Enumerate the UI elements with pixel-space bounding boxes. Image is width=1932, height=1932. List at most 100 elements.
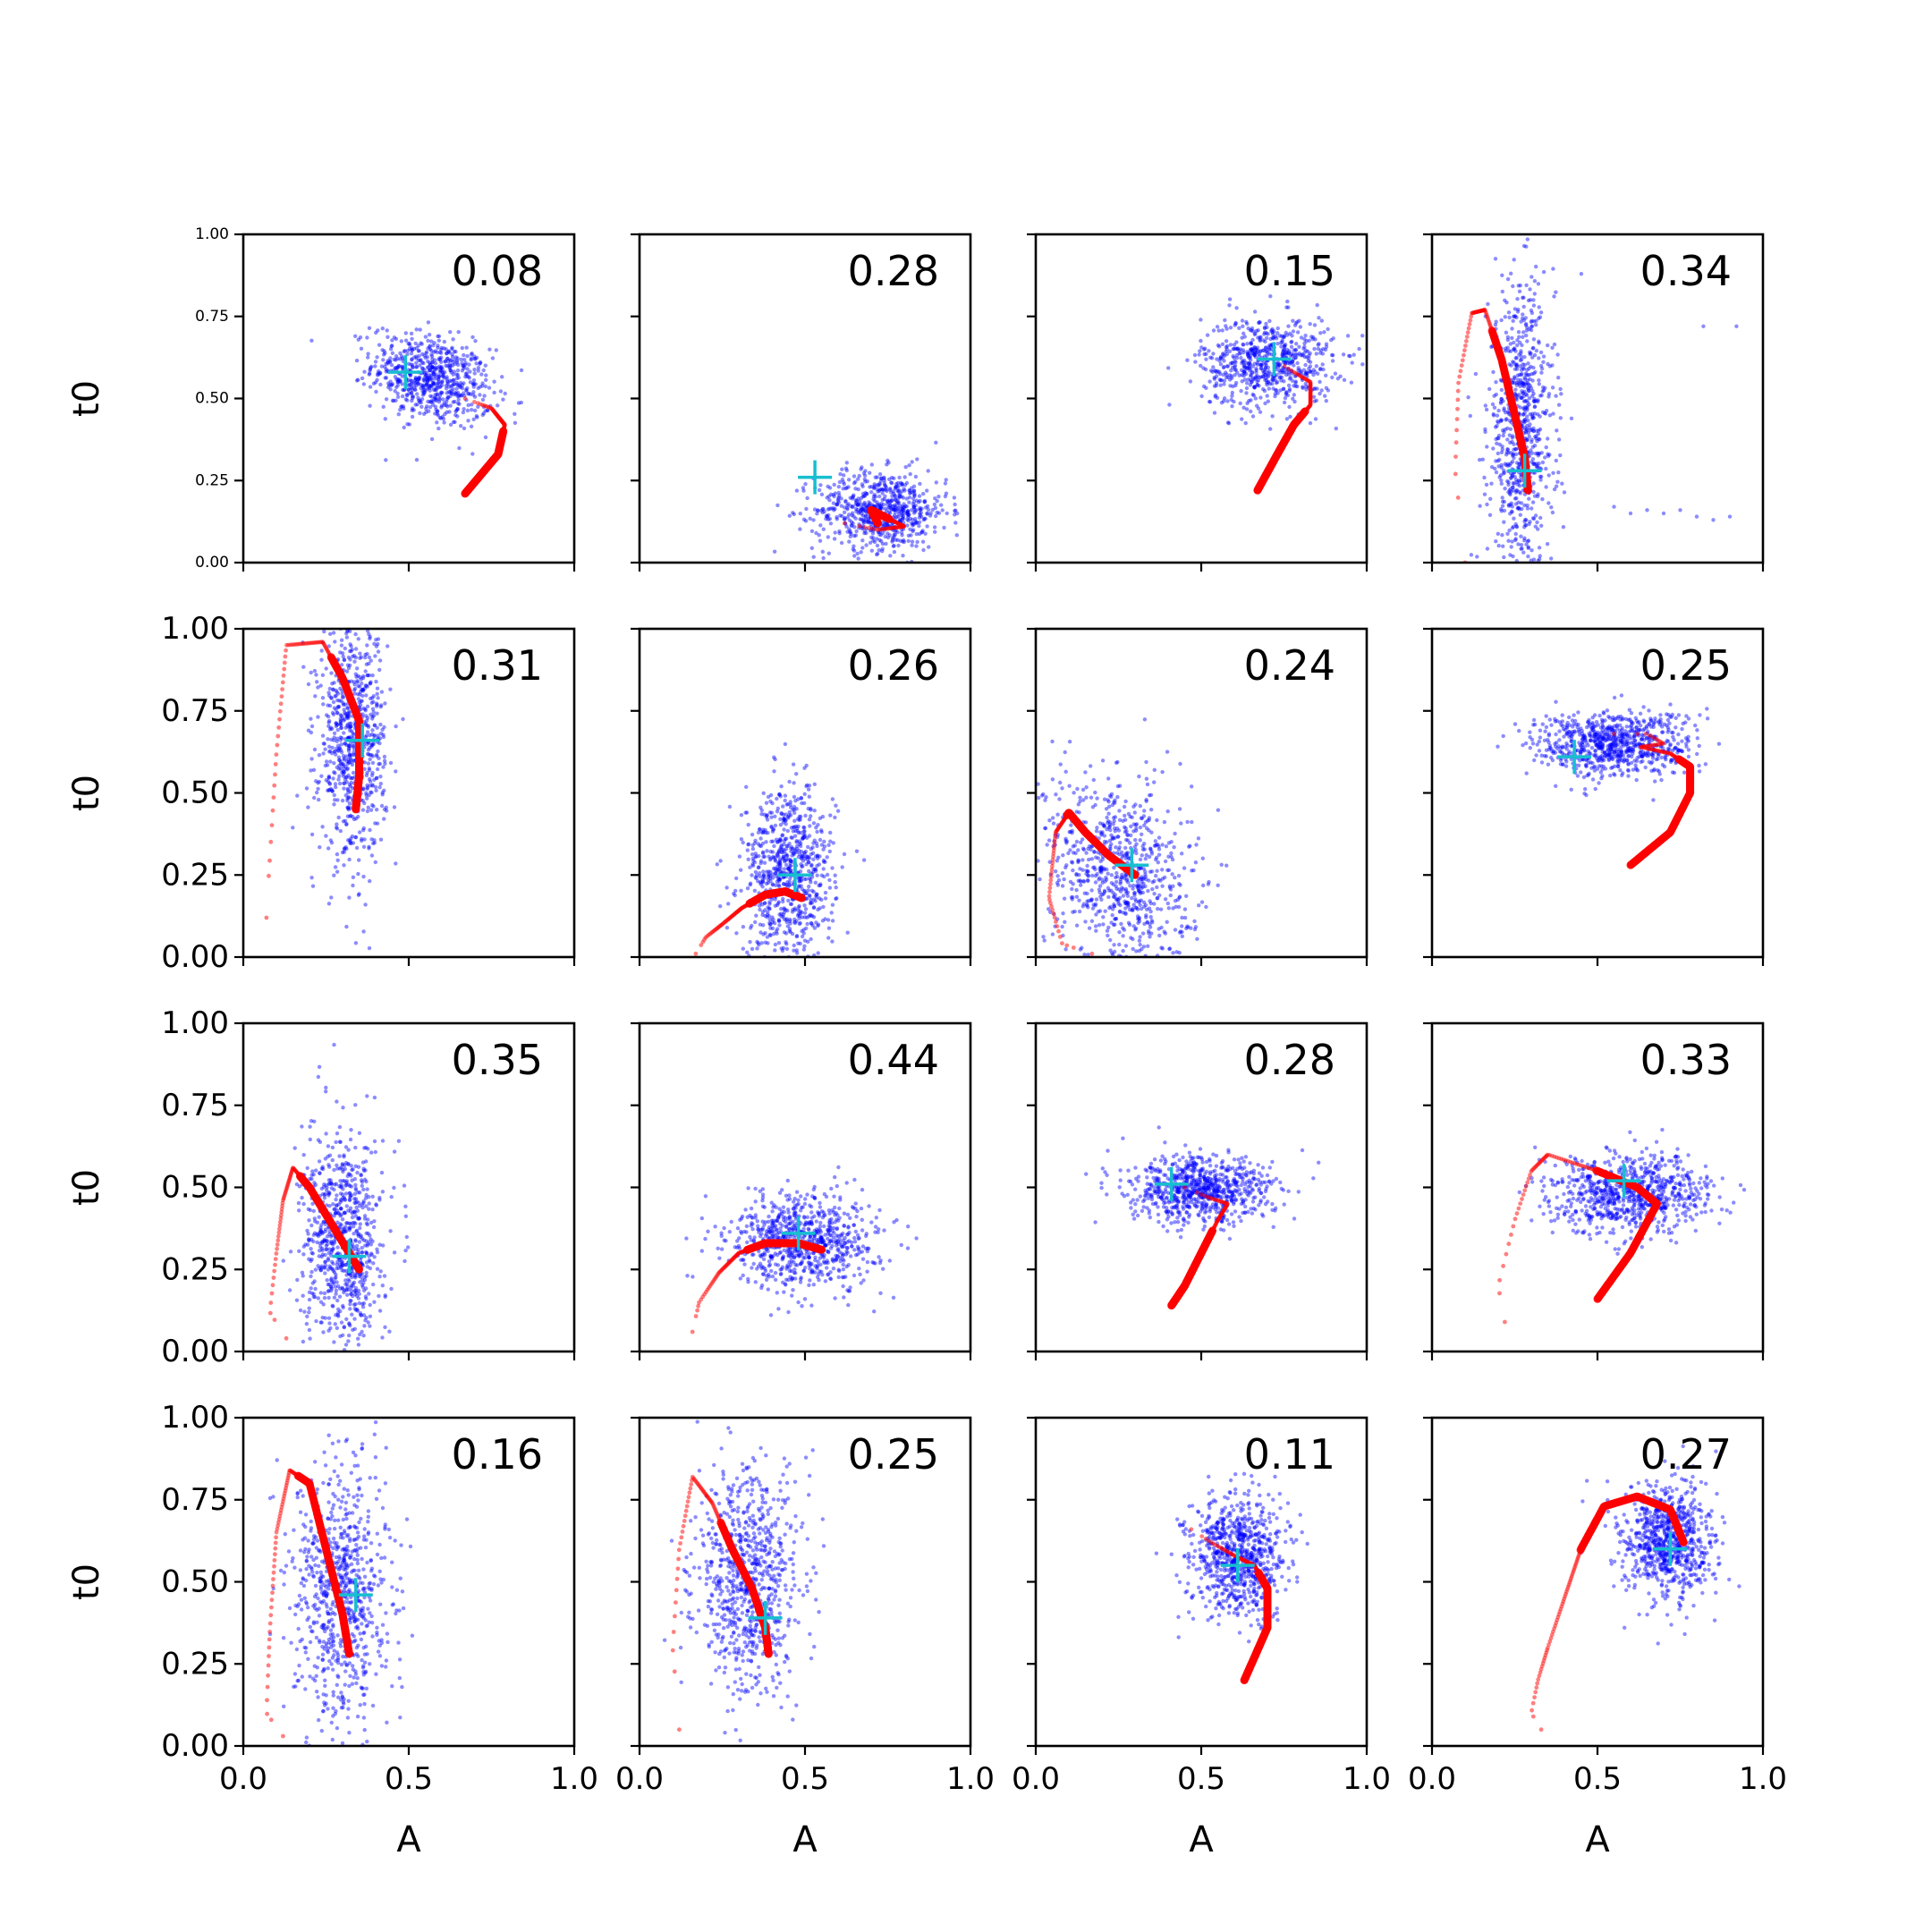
sample-point xyxy=(1488,496,1493,501)
sample-point xyxy=(365,785,369,790)
sample-point xyxy=(1524,333,1529,338)
sample-point xyxy=(1525,377,1530,383)
sample-point xyxy=(422,368,427,372)
sample-point xyxy=(1538,437,1542,442)
sample-point xyxy=(380,791,385,795)
sample-point xyxy=(1502,406,1506,411)
sample-point xyxy=(879,504,884,508)
sample-point xyxy=(366,355,370,360)
sample-point xyxy=(1261,386,1266,392)
sample-point xyxy=(911,528,916,532)
sample-point xyxy=(889,490,894,495)
sample-point xyxy=(334,721,338,725)
sample-point xyxy=(1482,475,1487,480)
sample-point xyxy=(339,638,344,642)
sample-point xyxy=(1274,388,1279,393)
sample-point xyxy=(1218,356,1223,360)
sample-point xyxy=(337,746,342,750)
sample-point xyxy=(420,393,426,397)
sample-point xyxy=(901,512,905,517)
sample-point xyxy=(349,613,352,616)
sample-point xyxy=(933,505,938,511)
sample-point xyxy=(807,914,811,919)
sample-point xyxy=(357,700,361,705)
sample-point xyxy=(1487,386,1492,392)
sample-point xyxy=(327,781,332,785)
sample-point xyxy=(887,487,893,492)
sample-point xyxy=(402,425,406,430)
sample-point xyxy=(1525,506,1530,511)
sample-point xyxy=(365,335,369,340)
sample-point xyxy=(372,733,377,739)
sample-point xyxy=(1252,385,1258,390)
sample-point xyxy=(1507,411,1512,417)
sample-point xyxy=(1233,373,1237,377)
sample-point xyxy=(328,759,333,764)
sample-point xyxy=(855,503,860,507)
sample-point xyxy=(871,494,877,499)
sample-point xyxy=(1505,447,1510,452)
trajectory-point xyxy=(264,915,269,920)
sample-point xyxy=(350,775,355,780)
sample-point xyxy=(425,383,429,387)
sample-point xyxy=(345,629,350,633)
sample-point xyxy=(860,491,866,496)
sample-point xyxy=(487,347,492,352)
sample-point xyxy=(428,373,434,378)
sample-point xyxy=(348,775,352,780)
sample-point xyxy=(337,763,342,768)
sample-point xyxy=(862,500,867,505)
sample-point xyxy=(1498,418,1504,422)
sample-point xyxy=(466,391,470,396)
sample-point xyxy=(911,488,917,494)
sample-point xyxy=(324,713,329,717)
sample-point xyxy=(1261,374,1266,379)
sample-point xyxy=(374,788,378,792)
sample-point xyxy=(1313,337,1318,342)
sample-point xyxy=(1258,320,1262,325)
sample-point xyxy=(1258,349,1263,353)
sample-point xyxy=(1245,321,1250,326)
sample-point xyxy=(1280,370,1285,375)
sample-point xyxy=(1254,370,1258,375)
sample-point xyxy=(1516,500,1521,504)
sample-point xyxy=(1292,323,1298,327)
sample-point xyxy=(902,505,906,510)
sample-point xyxy=(1250,364,1256,369)
sample-point xyxy=(1508,427,1513,431)
sample-point xyxy=(1511,284,1515,289)
sample-point xyxy=(453,361,457,367)
sample-point xyxy=(881,487,886,492)
sample-point xyxy=(345,714,350,718)
sample-point xyxy=(373,821,377,826)
sample-point xyxy=(461,410,466,415)
sample-point xyxy=(896,543,901,548)
sample-point xyxy=(371,741,376,746)
sample-point xyxy=(418,398,422,402)
sample-point xyxy=(892,476,896,480)
sample-point xyxy=(338,719,343,724)
sample-point xyxy=(1297,344,1301,349)
sample-point xyxy=(397,364,402,369)
sample-point xyxy=(470,382,476,386)
sample-point xyxy=(1509,271,1513,275)
sample-point xyxy=(1218,378,1224,383)
sample-point xyxy=(324,759,329,764)
sample-point xyxy=(1522,538,1527,543)
sample-point xyxy=(1252,386,1257,390)
sample-point xyxy=(335,736,340,741)
sample-point xyxy=(466,374,470,379)
sample-point xyxy=(1518,491,1523,496)
sample-point xyxy=(436,343,440,348)
sample-point xyxy=(373,784,378,790)
sample-point xyxy=(464,374,470,378)
sample-point xyxy=(454,360,460,365)
sample-point xyxy=(416,349,421,353)
sample-point xyxy=(1537,339,1541,343)
sample-point xyxy=(1309,335,1314,339)
sample-point xyxy=(327,703,333,708)
sample-point xyxy=(934,440,938,445)
sample-point xyxy=(851,495,855,500)
sample-point xyxy=(861,520,867,524)
sample-point xyxy=(449,358,453,363)
